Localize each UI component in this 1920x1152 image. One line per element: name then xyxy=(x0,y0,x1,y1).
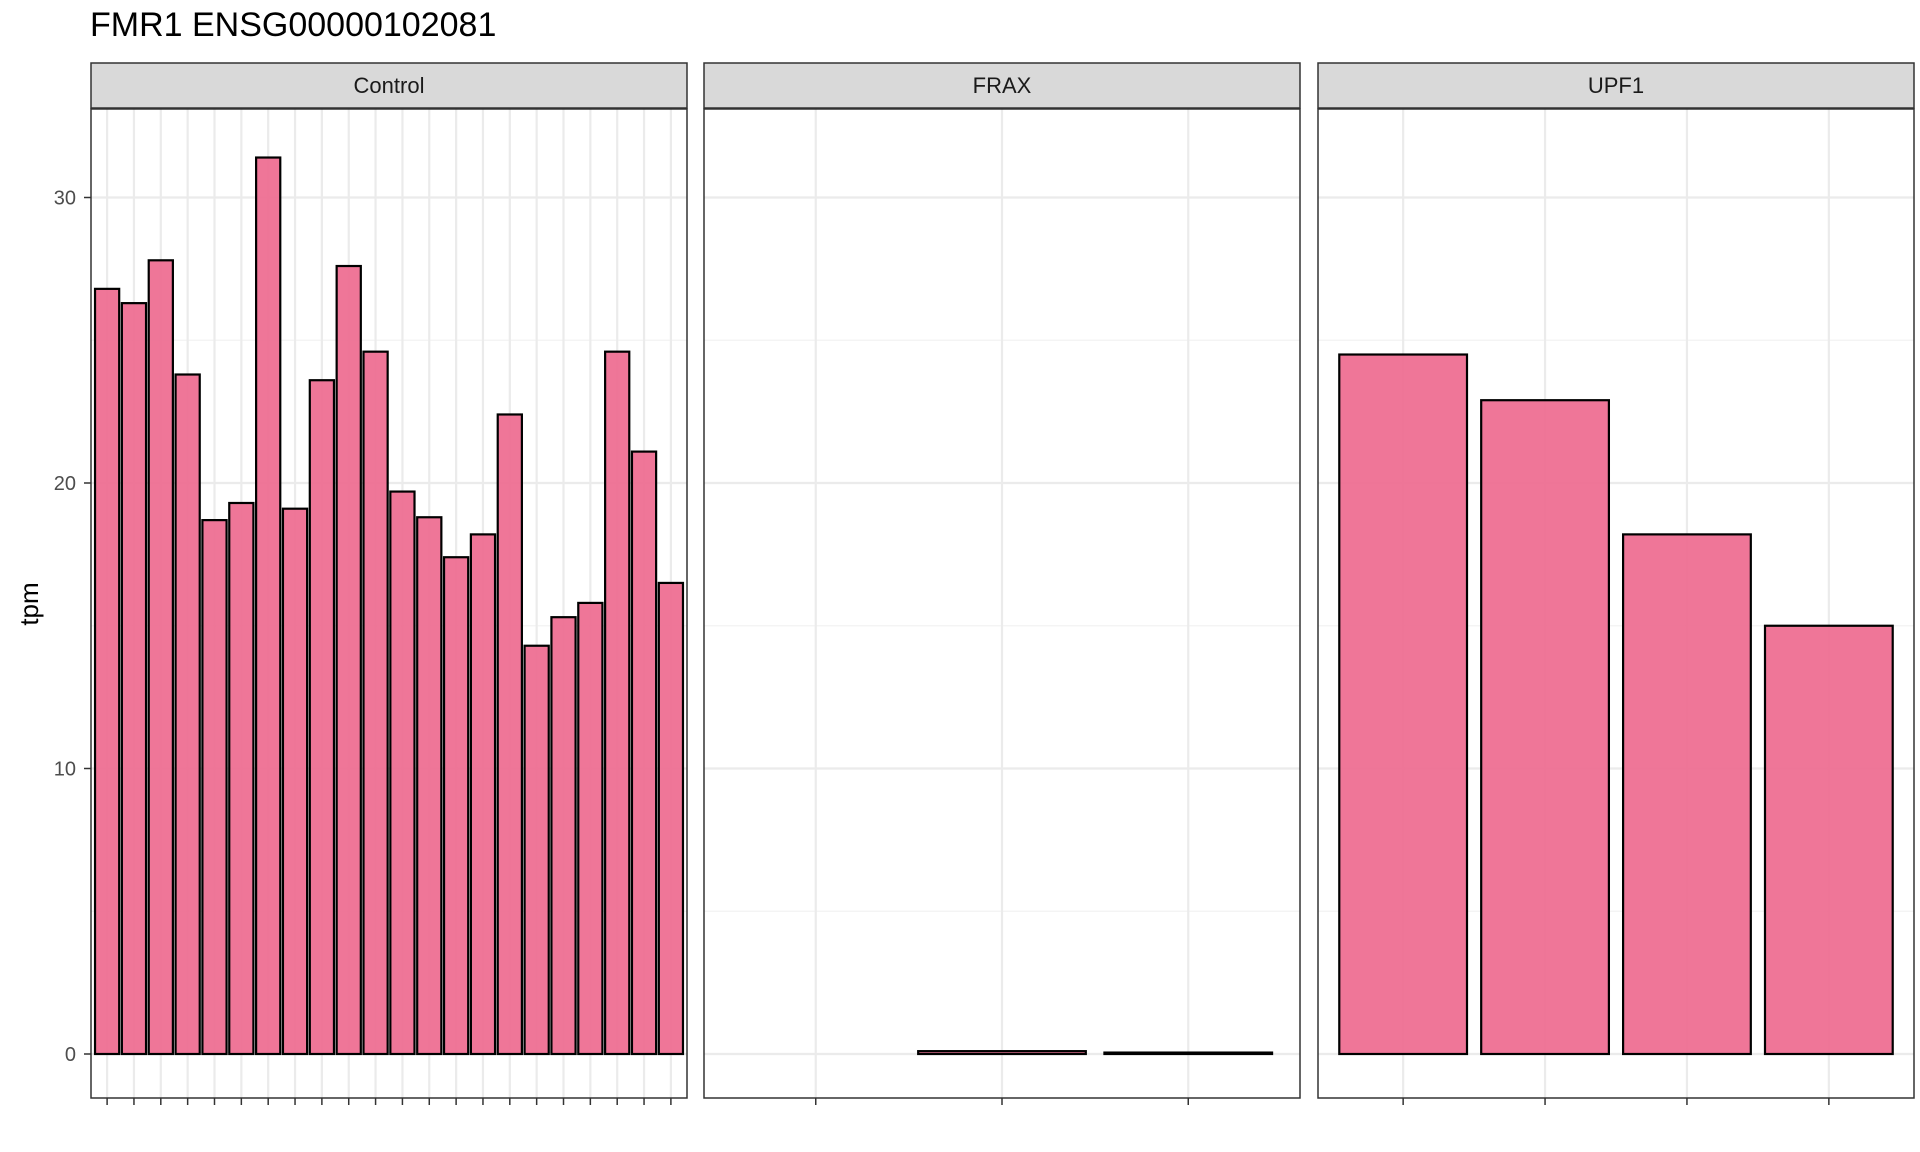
bar xyxy=(201,519,228,1056)
y-tick-label: 30 xyxy=(54,188,76,210)
bar xyxy=(1338,353,1469,1056)
facet-strip xyxy=(703,62,1301,109)
bar xyxy=(496,413,523,1056)
facet-upf1: UPF1 xyxy=(1317,62,1915,1105)
bar xyxy=(93,287,121,1056)
y-axis: 0 10 20 30 xyxy=(54,188,91,1066)
bar xyxy=(255,156,282,1056)
bar xyxy=(335,264,362,1056)
bar xyxy=(389,490,416,1056)
bar xyxy=(577,601,604,1056)
facet-strip-label: UPF1 xyxy=(1588,73,1644,98)
bar xyxy=(308,379,336,1056)
bar xyxy=(120,302,148,1056)
y-tick-label: 20 xyxy=(54,473,76,495)
bar xyxy=(917,1050,1087,1056)
panel-border xyxy=(90,108,688,1099)
bar xyxy=(228,501,255,1056)
bar xyxy=(1763,624,1894,1056)
panel-border xyxy=(703,108,1301,1099)
bar xyxy=(604,350,631,1056)
bar xyxy=(416,516,443,1056)
facet-frax: FRAX xyxy=(703,62,1301,1105)
facet-strip-label: Control xyxy=(354,73,425,98)
bar xyxy=(362,350,389,1056)
bar xyxy=(469,533,497,1056)
panel-border xyxy=(1317,108,1915,1099)
bar xyxy=(630,450,658,1056)
bar xyxy=(442,556,470,1056)
bar xyxy=(147,259,174,1056)
bar xyxy=(1480,399,1611,1056)
chart-title: FMR1 ENSG00000102081 xyxy=(90,6,497,44)
bar xyxy=(281,507,309,1056)
facet-control: Control xyxy=(90,62,688,1105)
bar xyxy=(550,616,577,1056)
facet-panels: Control FRAX UPF1 xyxy=(90,62,1915,1105)
bar xyxy=(657,581,685,1056)
y-tick-label: 0 xyxy=(65,1044,76,1066)
y-axis-label: tpm xyxy=(14,582,44,625)
bar xyxy=(1103,1051,1274,1056)
bar xyxy=(174,373,201,1056)
facet-strip xyxy=(1317,62,1915,109)
bar xyxy=(1621,533,1752,1056)
facet-strip xyxy=(90,62,688,109)
facet-strip-label: FRAX xyxy=(973,73,1032,98)
bar xyxy=(523,644,550,1056)
y-tick-label: 10 xyxy=(54,759,76,781)
